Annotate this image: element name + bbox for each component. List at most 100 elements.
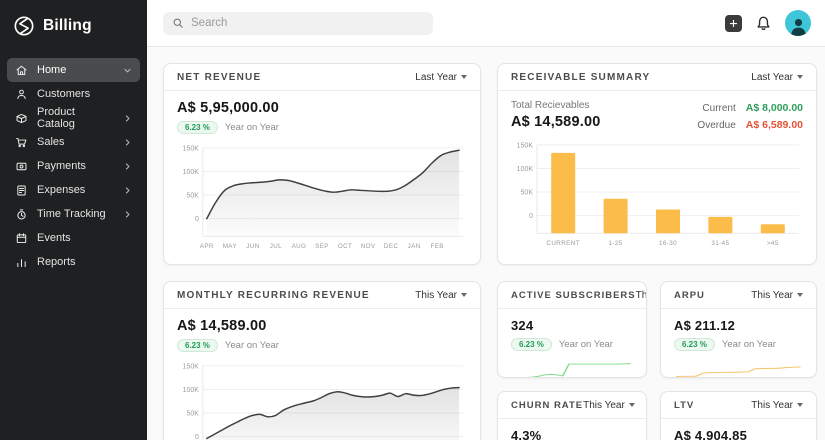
- card-body: A$ 14,589.00 6.23 % Year on Year 0 50K 100…: [164, 309, 480, 440]
- left-column: NET REVENUE Last Year A$ 5,95,000.00 6.2…: [163, 63, 481, 440]
- svg-text:1-25: 1-25: [609, 240, 623, 247]
- topbar-actions: [725, 10, 811, 36]
- svg-text:MAY: MAY: [223, 243, 238, 250]
- svg-text:APR: APR: [200, 243, 214, 250]
- svg-text:JUL: JUL: [270, 243, 282, 250]
- net-revenue-period-dropdown[interactable]: Last Year: [415, 72, 467, 83]
- svg-text:0: 0: [195, 434, 199, 440]
- svg-text:100K: 100K: [517, 166, 534, 173]
- sidebar-item-payments[interactable]: Payments: [7, 154, 140, 178]
- svg-text:0: 0: [529, 213, 533, 220]
- card-body: 4.3% 6.23 % Year on Year: [498, 419, 646, 440]
- card-body: A$ 4,904.85 6.23 % Year on Year: [661, 419, 816, 440]
- chevron-right-icon: [123, 138, 132, 147]
- time-tracking-icon: [15, 208, 28, 221]
- chevron-down-icon: [797, 403, 803, 407]
- yoy-row: 6.23 % Year on Year: [674, 338, 803, 351]
- sidebar-item-reports[interactable]: Reports: [7, 250, 140, 274]
- yoy-caption: Year on Year: [224, 340, 279, 351]
- dashboard-content: NET REVENUE Last Year A$ 5,95,000.00 6.2…: [147, 47, 825, 440]
- mrr-period-dropdown[interactable]: This Year: [415, 290, 467, 301]
- sales-icon: [15, 136, 28, 149]
- overdue-label: Overdue: [697, 119, 736, 131]
- svg-text:150K: 150K: [183, 145, 200, 152]
- card-header: LTV This Year: [661, 392, 816, 419]
- user-avatar[interactable]: [785, 10, 811, 36]
- yoy-badge: 6.23 %: [674, 338, 715, 351]
- net-revenue-card: NET REVENUE Last Year A$ 5,95,000.00 6.2…: [163, 63, 481, 265]
- total-receivables-value: A$ 14,589.00: [511, 114, 601, 130]
- app-logo[interactable]: Billing: [0, 0, 147, 52]
- ltv-period-dropdown[interactable]: This Year: [751, 400, 803, 411]
- svg-text:SEP: SEP: [315, 243, 329, 250]
- sidebar-item-label: Time Tracking: [37, 208, 106, 220]
- sidebar-item-label: Customers: [37, 88, 91, 100]
- yoy-badge: 6.23 %: [511, 338, 552, 351]
- sidebar-item-product-catalog[interactable]: Product Catalog: [7, 106, 140, 130]
- net-revenue-title: NET REVENUE: [177, 71, 262, 83]
- arpu-period-dropdown[interactable]: This Year: [751, 290, 803, 301]
- bell-icon[interactable]: [755, 15, 772, 32]
- sidebar-item-expenses[interactable]: Expenses: [7, 178, 140, 202]
- svg-text:50K: 50K: [521, 190, 534, 197]
- active-subscribers-value: 324: [511, 318, 534, 333]
- card-body: A$ 5,95,000.00 6.23 % Year on Year 0 50K 1…: [164, 91, 480, 254]
- app-title: Billing: [43, 17, 92, 34]
- churn-rate-value: 4.3%: [511, 428, 542, 440]
- chevron-down-icon: [461, 293, 467, 297]
- svg-text:50K: 50K: [186, 193, 199, 200]
- sidebar-item-home[interactable]: Home: [7, 58, 140, 82]
- arpu-card: ARPU This Year A$ 211.12 6.23 % Year on …: [660, 281, 817, 378]
- receivable-breakdown: Current A$ 8,000.00 Overdue A$ 6,589.00: [697, 102, 803, 131]
- arpu-title: ARPU: [674, 289, 705, 301]
- svg-text:50K: 50K: [186, 411, 199, 418]
- chevron-down-icon: [797, 75, 803, 79]
- add-icon[interactable]: [725, 14, 742, 32]
- current-label: Current: [702, 102, 736, 114]
- active-subscribers-card: ACTIVE SUBSCRIBERS This Year 324 6.23 % …: [497, 281, 647, 378]
- svg-text:31-45: 31-45: [711, 240, 729, 247]
- sidebar-item-time-tracking[interactable]: Time Tracking: [7, 202, 140, 226]
- mrr-value: A$ 14,589.00: [177, 318, 267, 334]
- sidebar-item-label: Product Catalog: [37, 106, 75, 130]
- receivable-title: RECEIVABLE SUMMARY: [511, 71, 651, 83]
- chevron-down-icon: [123, 66, 132, 75]
- sidebar-item-customers[interactable]: Customers: [7, 82, 140, 106]
- card-header: ACTIVE SUBSCRIBERS This Year: [498, 282, 646, 309]
- chevron-down-icon: [797, 293, 803, 297]
- search-icon: [172, 17, 184, 29]
- receivable-period-dropdown[interactable]: Last Year: [751, 72, 803, 83]
- churn-rate-title: CHURN RATE: [511, 399, 584, 411]
- arpu-sparkline: [674, 356, 803, 377]
- yoy-row: 6.23 % Year on Year: [511, 338, 633, 351]
- search-box[interactable]: [163, 11, 433, 35]
- yoy-row: 6.23 % Year on Year: [177, 339, 467, 352]
- search-input[interactable]: [191, 17, 424, 29]
- chevron-right-icon: [123, 186, 132, 195]
- sidebar-item-sales[interactable]: Sales: [7, 130, 140, 154]
- active-subscribers-sparkline: [511, 356, 633, 377]
- sidebar-item-label: Sales: [37, 136, 65, 148]
- svg-text:>45: >45: [767, 240, 779, 247]
- ltv-value: A$ 4,904.85: [674, 428, 748, 440]
- mrr-chart: 0 50K 100K 150K: [177, 358, 467, 440]
- net-revenue-value: A$ 5,95,000.00: [177, 100, 279, 116]
- ltv-card: LTV This Year A$ 4,904.85 6.23 % Year on…: [660, 391, 817, 440]
- active-subscribers-title: ACTIVE SUBSCRIBERS: [511, 289, 636, 301]
- sidebar-nav: Home Customers Product Catalog Sales Payment…: [0, 52, 147, 280]
- card-header: MONTHLY RECURRING REVENUE This Year: [164, 282, 480, 309]
- sidebar-item-label: Events: [37, 232, 71, 244]
- mrr-card: MONTHLY RECURRING REVENUE This Year A$ 1…: [163, 281, 481, 440]
- sidebar-item-label: Home: [37, 64, 67, 76]
- right-column: RECEIVABLE SUMMARY Last Year Total Recie…: [497, 63, 817, 440]
- active-subscribers-period-dropdown[interactable]: This Year: [636, 290, 646, 301]
- churn-rate-period-dropdown[interactable]: This Year: [583, 400, 635, 411]
- sidebar-item-events[interactable]: Events: [7, 226, 140, 250]
- svg-text:100K: 100K: [183, 387, 200, 394]
- yoy-caption: Year on Year: [558, 339, 613, 350]
- chevron-right-icon: [123, 114, 132, 123]
- overdue-value: A$ 6,589.00: [745, 119, 803, 131]
- svg-text:JUN: JUN: [246, 243, 259, 250]
- billing-logo-icon: [13, 15, 35, 37]
